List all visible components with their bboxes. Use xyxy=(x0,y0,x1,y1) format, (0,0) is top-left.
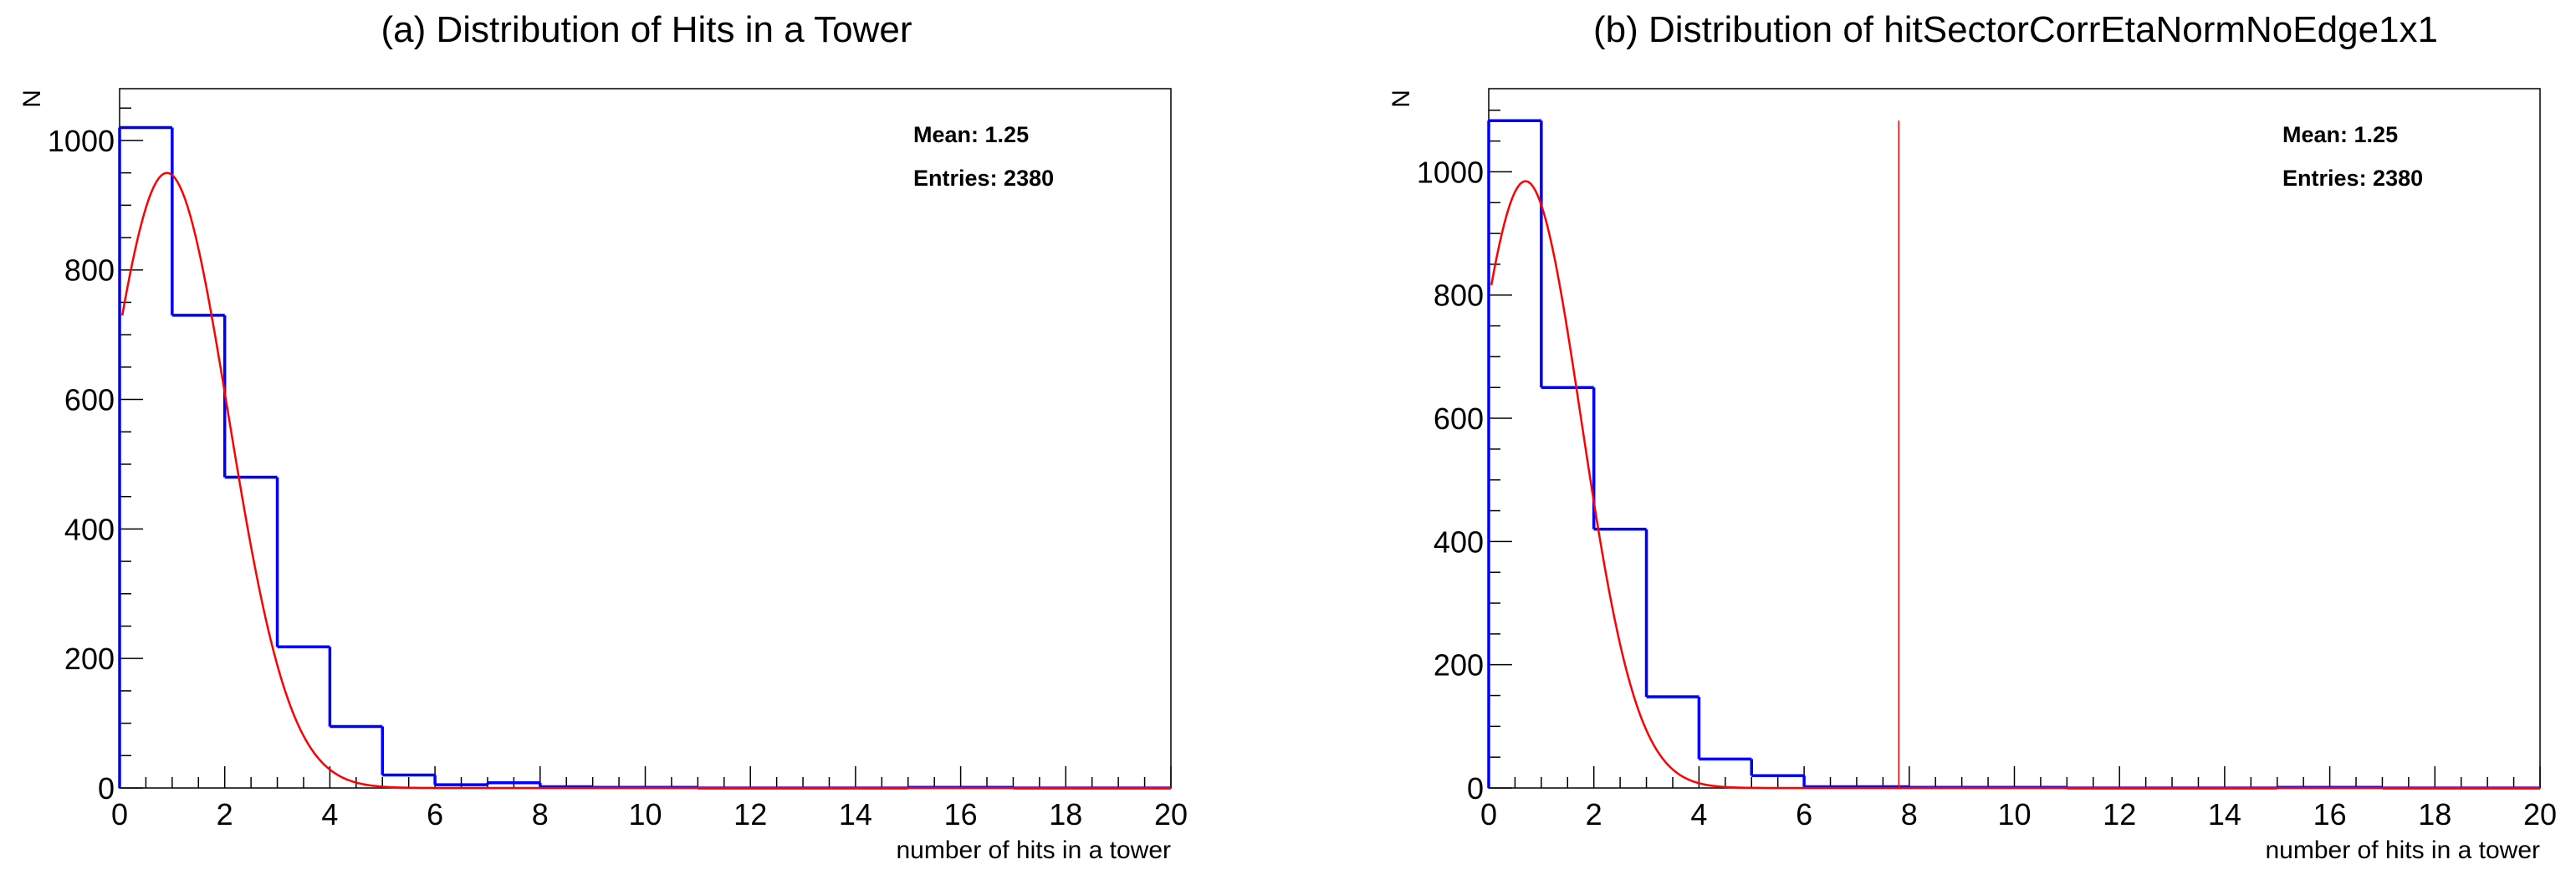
x-tick-label: 20 xyxy=(1154,797,1188,831)
y-tick-label: 800 xyxy=(1434,279,1484,313)
y-tick-label: 600 xyxy=(1434,402,1484,436)
y-tick-label: 400 xyxy=(1434,524,1484,559)
x-tick-label: 14 xyxy=(2208,797,2241,831)
x-tick-label: 20 xyxy=(2523,797,2557,831)
y-tick-label: 1000 xyxy=(48,124,115,158)
x-tick-label: 2 xyxy=(217,797,233,831)
y-tick-label: 1000 xyxy=(1417,155,1484,189)
x-tick-label: 18 xyxy=(1049,797,1082,831)
x-tick-label: 16 xyxy=(944,797,978,831)
x-tick-label: 14 xyxy=(839,797,872,831)
x-tick-label: 0 xyxy=(1480,797,1497,831)
chart-panel-0: (a) Distribution of Hits in a Tower02004… xyxy=(18,9,1188,864)
x-tick-label: 2 xyxy=(1586,797,1602,831)
y-axis-label: N xyxy=(18,90,46,108)
x-tick-label: 4 xyxy=(1690,797,1707,831)
fit-curve xyxy=(1490,180,2540,790)
y-tick-label: 800 xyxy=(64,253,115,288)
x-tick-label: 12 xyxy=(2103,797,2136,831)
chart-panel-1: (b) Distribution of hitSectorCorrEtaNorm… xyxy=(1388,9,2557,864)
y-tick-label: 400 xyxy=(64,512,115,546)
stats-mean: Mean: 1.25 xyxy=(913,122,1029,147)
x-tick-label: 10 xyxy=(1997,797,2031,831)
y-tick-label: 600 xyxy=(64,383,115,417)
x-tick-label: 18 xyxy=(2418,797,2451,831)
x-tick-label: 8 xyxy=(532,797,549,831)
y-tick-label: 200 xyxy=(64,642,115,676)
stats-entries: Entries: 2380 xyxy=(913,166,1054,191)
y-tick-label: 0 xyxy=(98,771,115,806)
x-tick-label: 8 xyxy=(1901,797,1918,831)
stats-mean: Mean: 1.25 xyxy=(2282,122,2398,147)
chart-title: (a) Distribution of Hits in a Tower xyxy=(381,9,912,50)
x-tick-label: 0 xyxy=(111,797,128,831)
stats-entries: Entries: 2380 xyxy=(2282,166,2423,191)
fit-curve xyxy=(120,171,1171,790)
x-tick-label: 6 xyxy=(427,797,443,831)
x-tick-label: 10 xyxy=(628,797,662,831)
y-axis-label: N xyxy=(1388,90,1415,108)
x-tick-label: 12 xyxy=(733,797,767,831)
y-tick-label: 200 xyxy=(1434,648,1484,683)
x-axis-label: number of hits in a tower xyxy=(2266,837,2541,864)
x-axis-label: number of hits in a tower xyxy=(897,837,1172,864)
x-tick-label: 6 xyxy=(1796,797,1812,831)
x-tick-label: 16 xyxy=(2313,797,2347,831)
chart-title: (b) Distribution of hitSectorCorrEtaNorm… xyxy=(1593,9,2438,50)
x-tick-label: 4 xyxy=(321,797,338,831)
y-tick-label: 0 xyxy=(1467,771,1484,806)
